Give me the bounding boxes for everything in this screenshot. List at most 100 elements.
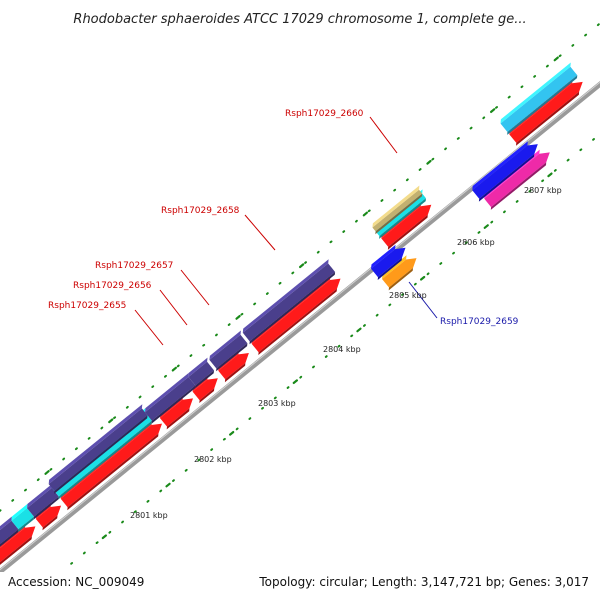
gene-magenta-1-shadow[interactable]: [490, 162, 547, 210]
gene-blue-1-highlight[interactable]: [371, 244, 396, 269]
tick-mark: [503, 210, 506, 214]
gene-red-8-shadow[interactable]: [387, 214, 428, 250]
gene-purple-5-highlight[interactable]: [188, 357, 208, 377]
gene-purple-6[interactable]: [209, 330, 248, 372]
gene-purple-5-shadow[interactable]: [195, 370, 214, 389]
gene-purple-1-body[interactable]: [0, 520, 19, 561]
gene-cyan-1-body[interactable]: [11, 508, 35, 530]
gene-tracks[interactable]: [0, 62, 583, 575]
gene-red-7-shadow[interactable]: [258, 288, 337, 355]
scale-label: 2807 kbp: [524, 186, 562, 195]
gene-blue-2-shadow[interactable]: [478, 154, 535, 202]
gene-purple-1-shadow[interactable]: [0, 529, 19, 563]
gene-purple-2-body[interactable]: [27, 487, 59, 517]
tick-mark: [426, 272, 430, 276]
gene-skyblue-1[interactable]: [500, 62, 578, 135]
gene-cyan-2-shadow[interactable]: [58, 420, 152, 500]
tick-mark: [541, 179, 545, 183]
tick-mark: [108, 418, 114, 424]
gene-purple-6-shadow[interactable]: [216, 343, 248, 372]
tick-mark: [58, 573, 59, 574]
gene-label-rsph17029-2659[interactable]: Rsph17029_2659: [440, 317, 519, 327]
tick-mark: [248, 417, 252, 420]
gene-blue-1[interactable]: [371, 244, 406, 280]
tick-mark: [164, 374, 167, 378]
gene-purple-7[interactable]: [242, 259, 336, 345]
gene-orange-1-body[interactable]: [382, 258, 417, 288]
gene-skyblue-1-body[interactable]: [500, 66, 578, 132]
gene-label-rsph17029-2657[interactable]: Rsph17029_2657: [95, 261, 173, 271]
gene-red-6-shadow[interactable]: [224, 363, 246, 383]
gene-purple-1[interactable]: [0, 516, 19, 564]
gene-red-5-body[interactable]: [192, 378, 218, 401]
tick-mark: [553, 169, 557, 172]
gene-label-rsph17029-2656[interactable]: Rsph17029_2656: [73, 281, 152, 291]
gene-magenta-1-body[interactable]: [484, 152, 550, 208]
gene-red-7-body[interactable]: [251, 278, 341, 353]
tick-mark: [566, 158, 570, 162]
gene-blue-1-body[interactable]: [371, 247, 406, 278]
gene-purple-4-highlight[interactable]: [145, 372, 189, 413]
gene-purple-6-highlight[interactable]: [209, 330, 241, 360]
gene-purple-3[interactable]: [48, 404, 148, 494]
gene-purple-3-body[interactable]: [48, 408, 148, 491]
gene-red-4-body[interactable]: [160, 398, 193, 427]
gene-purple-4[interactable]: [145, 372, 196, 424]
gene-olive-1[interactable]: [372, 185, 423, 235]
scale-label: 2805 kbp: [389, 291, 427, 300]
gene-purple-2[interactable]: [27, 483, 59, 520]
gene-purple-2-shadow[interactable]: [33, 496, 59, 520]
gene-cyan-1-highlight[interactable]: [11, 503, 28, 521]
gene-red-4-shadow[interactable]: [166, 408, 190, 430]
gene-red-3-shadow[interactable]: [67, 433, 159, 511]
gene-cyan-3-shadow[interactable]: [379, 198, 426, 239]
gene-blue-1-shadow[interactable]: [377, 257, 402, 280]
gene-purple-1-highlight[interactable]: [0, 516, 12, 553]
gene-blue-2-highlight[interactable]: [472, 141, 528, 191]
tick-mark: [337, 344, 341, 348]
tick-mark: [176, 364, 180, 368]
gene-purple-7-shadow[interactable]: [249, 272, 336, 345]
gene-label-rsph17029-2658[interactable]: Rsph17029_2658: [161, 206, 240, 216]
gene-red-2-body[interactable]: [35, 505, 62, 528]
gene-red-1-body[interactable]: [0, 526, 36, 571]
gene-purple-2-highlight[interactable]: [27, 483, 53, 509]
gene-red-1-shadow[interactable]: [0, 536, 32, 574]
gene-purple-7-body[interactable]: [242, 263, 336, 342]
gene-purple-7-highlight[interactable]: [242, 259, 329, 333]
gene-olive-1-shadow[interactable]: [375, 193, 423, 235]
gene-purple-6-body[interactable]: [209, 334, 248, 369]
gene-purple-3-shadow[interactable]: [54, 415, 148, 494]
gene-skyblue-1-shadow[interactable]: [507, 75, 578, 135]
gene-orange-1-shadow[interactable]: [388, 268, 413, 291]
gene-red-8-body[interactable]: [381, 204, 432, 247]
gene-red-2-shadow[interactable]: [42, 515, 58, 531]
gene-olive-1-highlight[interactable]: [372, 185, 420, 228]
map-title: Rhodobacter sphaeroides ATCC 17029 chrom…: [73, 12, 526, 27]
gene-blue-2-body[interactable]: [472, 144, 538, 199]
gene-cyan-1[interactable]: [11, 503, 35, 533]
gene-cyan-3-body[interactable]: [375, 193, 426, 237]
tick-mark: [44, 470, 50, 475]
gene-label-rsph17029-2655[interactable]: Rsph17029_2655: [48, 301, 126, 311]
tick-mark: [273, 396, 277, 400]
gene-olive-1-body[interactable]: [372, 189, 423, 232]
gene-red-5-shadow[interactable]: [199, 388, 215, 403]
gene-skyblue-1-highlight[interactable]: [500, 62, 571, 124]
gene-red-9-shadow[interactable]: [516, 91, 580, 146]
gene-cyan-1-shadow[interactable]: [18, 516, 34, 533]
tick-mark: [87, 437, 91, 440]
tick-mark: [265, 292, 269, 295]
gene-red-3-body[interactable]: [60, 423, 163, 508]
gene-blue-2[interactable]: [472, 141, 538, 202]
gene-red-6-body[interactable]: [218, 353, 249, 380]
gene-purple-5-body[interactable]: [188, 361, 215, 386]
gene-purple-5[interactable]: [188, 357, 215, 389]
gene-purple-4-shadow[interactable]: [151, 385, 196, 424]
sequence-backbone: [0, 81, 600, 572]
gene-red-9-body[interactable]: [509, 81, 583, 143]
gene-label-rsph17029-2660[interactable]: Rsph17029_2660: [285, 109, 364, 119]
gene-purple-3-highlight[interactable]: [48, 404, 143, 485]
gene-purple-4-body[interactable]: [145, 377, 196, 421]
